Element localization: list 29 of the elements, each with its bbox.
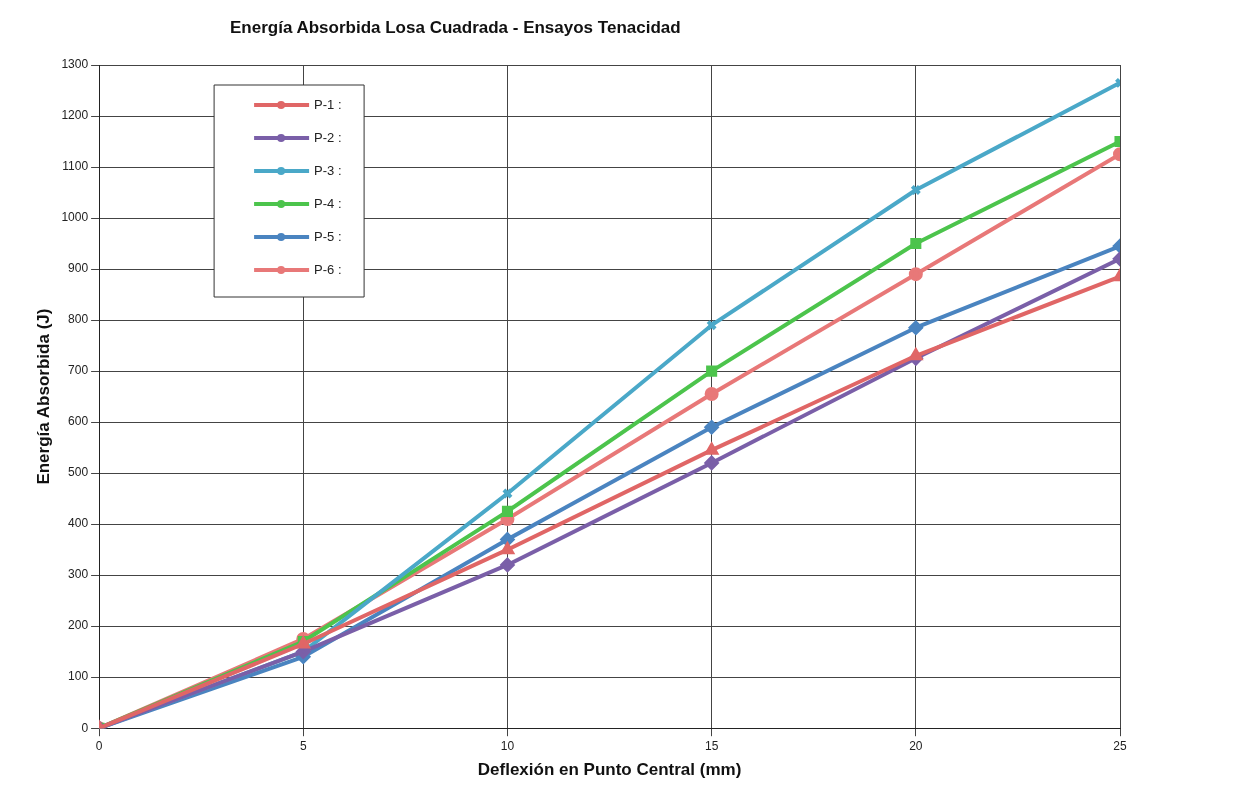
x-tick-label: 5: [299, 738, 307, 753]
legend-label: P-6 :: [314, 261, 342, 277]
x-tick-label: 25: [1113, 738, 1127, 753]
y-tick-label: 1000: [61, 210, 89, 225]
y-tick-label: 700: [68, 363, 89, 378]
y-tick-label: 0: [81, 720, 89, 735]
legend-label: P-4 :: [314, 195, 342, 211]
y-tick-label: 900: [68, 261, 89, 276]
y-tick-label: 800: [68, 312, 89, 327]
y-tick-label: 200: [68, 618, 89, 633]
y-tick-label: 100: [68, 669, 89, 684]
legend-label: P-2 :: [314, 129, 342, 145]
chart-title: Energía Absorbida Losa Cuadrada - Ensayos Tenacidad: [230, 18, 681, 38]
y-tick-label: 400: [68, 516, 89, 531]
x-tick-label: 15: [704, 738, 719, 753]
y-axis-title: Energía Absorbida (J): [33, 308, 53, 485]
x-tick-label: 20: [909, 738, 923, 753]
legend-label: P-1 :: [314, 96, 342, 112]
y-tick-label: 300: [68, 567, 89, 582]
y-tick-label: 1100: [62, 159, 89, 174]
y-tick-label: 1300: [61, 57, 89, 72]
y-tick-label: 600: [68, 414, 89, 429]
x-tick-label: 0: [95, 738, 103, 753]
y-tick-label: 1200: [61, 108, 89, 123]
x-axis-title: Deflexión en Punto Central (mm): [477, 760, 742, 780]
legend-label: P-5 :: [314, 228, 342, 244]
y-tick-label: 500: [68, 465, 89, 480]
x-tick-label: 10: [500, 738, 515, 753]
legend-label: P-3 :: [314, 162, 342, 178]
